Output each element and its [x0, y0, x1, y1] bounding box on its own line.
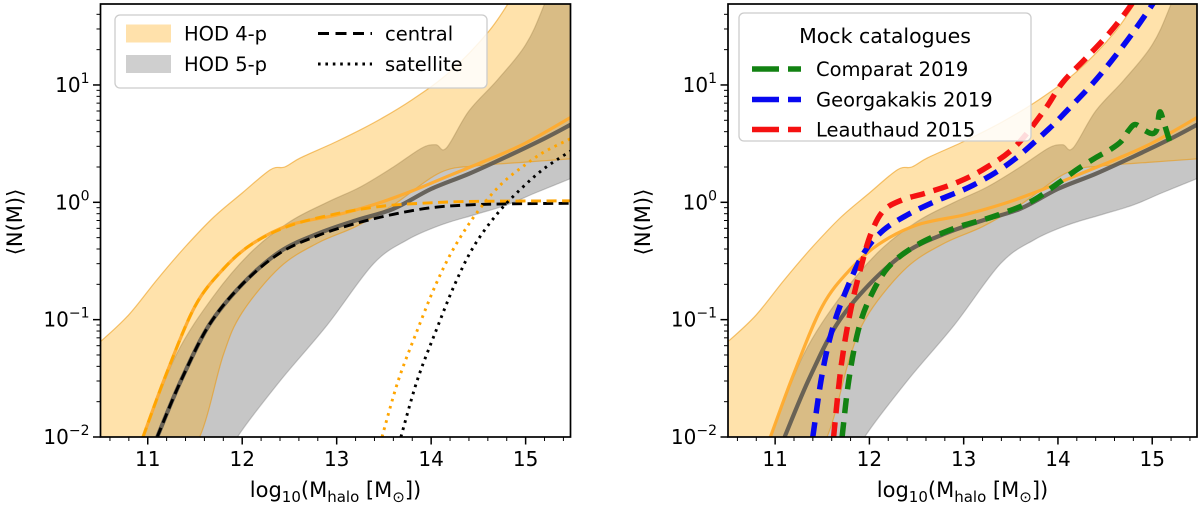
central-5p-line-left [155, 201, 571, 437]
mean-4p-line-right [768, 115, 1197, 437]
y-tick-label: 10−2 [671, 423, 717, 449]
right-x-axis-label: log10(Mhalo [M⊙]) [877, 478, 1048, 506]
legend-mocks-title: Mock catalogues [799, 24, 971, 48]
leauthaud-line-right [830, 4, 1136, 437]
y-tick-label: 101 [55, 71, 89, 97]
central-4p-line-left [141, 199, 571, 437]
legend-swatch-hod5p-band [126, 55, 171, 73]
legend-label-leauthaud: Leauthaud 2015 [816, 119, 975, 142]
left-plot-area [100, 4, 571, 437]
legend-label-comparat: Comparat 2019 [816, 58, 968, 81]
x-tick-label: 11 [135, 447, 160, 471]
left-y-axis-label: ⟨N(M)⟩ [3, 189, 27, 256]
legend-label-hod4p-band: HOD 4-p [184, 23, 267, 46]
right-y-axis-label: ⟨N(M)⟩ [631, 189, 655, 256]
mean-5p-line-right [782, 122, 1197, 437]
x-tick-label: 13 [951, 447, 976, 471]
x-tick-label: 12 [857, 447, 882, 471]
y-tick-label: 100 [55, 188, 89, 214]
satellite-5p-line-left [399, 149, 571, 437]
x-tick-label: 15 [1139, 447, 1164, 471]
legend-label-satellite-5p: satellite [385, 53, 463, 76]
legend-mocks: Mock catalogues Comparat 2019 Georgakakis … [738, 12, 1032, 142]
y-tick-label: 101 [683, 71, 717, 97]
y-tick-label: 10−1 [671, 306, 717, 332]
right-ticks: 11 12 13 14 15 101 100 10−1 10−2 [671, 13, 1191, 471]
y-tick-label: 10−2 [43, 423, 89, 449]
x-tick-label: 14 [1045, 447, 1070, 471]
x-tick-label: 15 [513, 447, 538, 471]
mean-5p-line-left [155, 122, 571, 437]
x-tick-label: 14 [418, 447, 443, 471]
legend-swatch-hod4p-band [126, 24, 171, 43]
legend-label-central-5p: central [385, 23, 453, 46]
left-ticks: 11 12 13 14 15 101 100 10−1 10−2 [43, 13, 564, 471]
x-tick-label: 11 [762, 447, 787, 471]
x-tick-label: 13 [324, 447, 349, 471]
right-plot-area [728, 4, 1197, 437]
legend-hod: HOD 4-p HOD 5-p central satellite [114, 14, 488, 89]
legend-label-hod5p-band: HOD 5-p [184, 53, 267, 76]
comparat-line-right [839, 109, 1174, 437]
x-tick-label: 12 [229, 447, 254, 471]
y-tick-label: 10−1 [43, 306, 89, 332]
y-tick-label: 100 [683, 188, 717, 214]
legend-label-georgakakis: Georgakakis 2019 [816, 89, 993, 112]
hod4p-band-left [100, 4, 571, 437]
left-x-axis-label: log10(Mhalo [M⊙]) [250, 478, 421, 506]
georgakakis-line-right [810, 4, 1156, 437]
